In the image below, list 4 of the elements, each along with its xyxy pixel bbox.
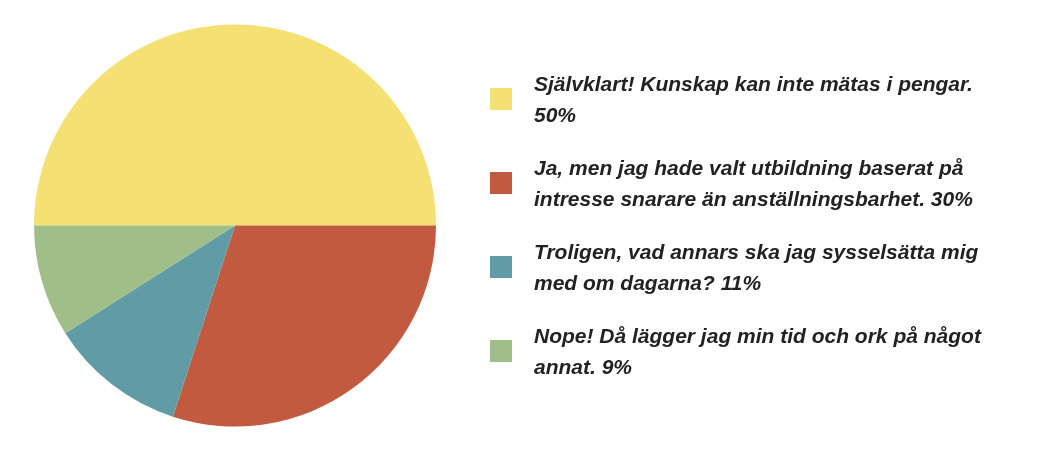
legend-label: Ja, men jag hade valt utbildning baserat på intresse snarare än anställningsbarhet. 30% bbox=[534, 154, 974, 212]
legend-label: Troligen, vad annars ska jag sysselsätta mig med om dagarna? 11% bbox=[534, 238, 980, 296]
legend-label: Nope! Då lägger jag min tid och ork på något annat. 9% bbox=[534, 322, 983, 380]
legend-label: Självklart! Kunskap kan inte mätas i pengar. 50% bbox=[534, 70, 974, 128]
